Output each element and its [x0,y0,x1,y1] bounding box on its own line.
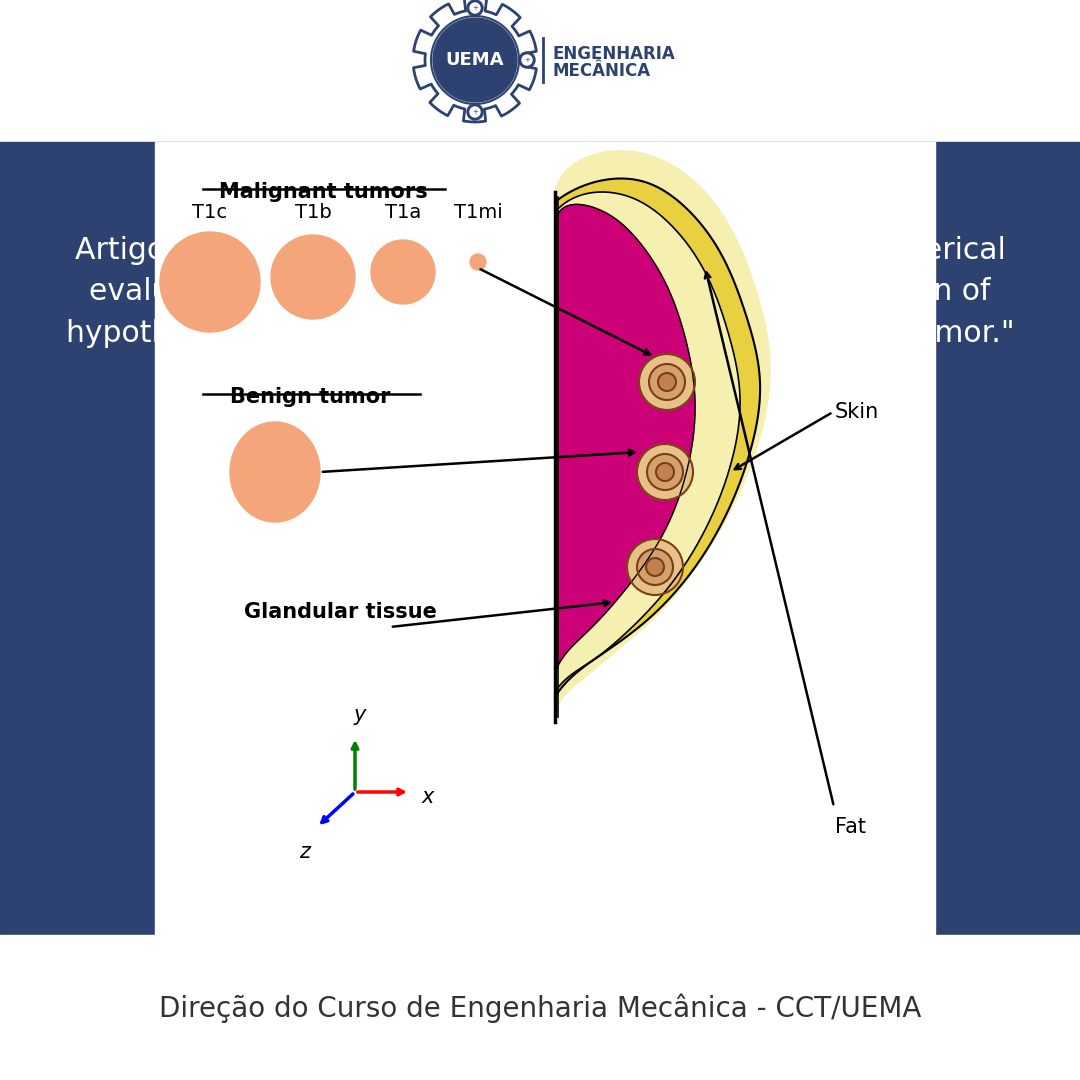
Text: MECÂNICA: MECÂNICA [553,62,651,80]
Polygon shape [555,178,760,697]
Text: +: + [524,57,530,63]
Polygon shape [555,192,740,692]
Text: T1a: T1a [384,203,421,222]
Bar [0,141,1080,482]
Bar [0,935,1080,1080]
Text: UEMA: UEMA [446,51,504,69]
Circle shape [470,3,480,13]
Text: T1b: T1b [295,203,332,222]
Circle shape [649,364,685,400]
Polygon shape [414,0,537,122]
Circle shape [656,463,674,481]
Circle shape [647,454,683,490]
Circle shape [433,18,517,102]
Circle shape [470,107,480,117]
Circle shape [627,539,683,595]
Circle shape [160,232,260,332]
Circle shape [658,373,676,391]
Circle shape [467,0,483,16]
Circle shape [271,235,355,319]
Circle shape [519,52,535,68]
Bar [156,141,935,982]
Text: ENGENHARIA: ENGENHARIA [553,45,676,63]
Text: y: y [354,705,366,725]
Text: Fat: Fat [835,816,866,837]
Text: Glandular tissue: Glandular tissue [244,602,436,622]
Ellipse shape [230,422,320,522]
Text: T1c: T1c [192,203,228,222]
Text: Direção do Curso de Engenharia Mecânica - CCT/UEMA: Direção do Curso de Engenharia Mecânica … [159,994,921,1023]
Text: Malignant tumors: Malignant tumors [218,183,428,202]
Text: x: x [422,787,434,807]
Text: Artigo publicado em revista A1: "Three-dimensional numerical
evaluation of skin : Artigo publicado em revista A1: "Three-d… [66,235,1014,348]
Text: z: z [299,842,311,862]
Circle shape [637,444,693,500]
Circle shape [646,558,664,576]
Circle shape [470,254,486,270]
Text: Benign tumor: Benign tumor [230,387,390,407]
Text: T1mi: T1mi [454,203,502,222]
Circle shape [522,55,532,65]
Text: Skin: Skin [835,402,879,422]
Circle shape [372,240,435,303]
Text: +: + [472,5,478,11]
Polygon shape [555,151,770,723]
Polygon shape [555,204,696,674]
Bar [0,0,1080,141]
Circle shape [639,354,696,410]
Bar [0,482,1080,1080]
Circle shape [467,104,483,120]
Circle shape [637,549,673,585]
Text: +: + [472,109,478,114]
